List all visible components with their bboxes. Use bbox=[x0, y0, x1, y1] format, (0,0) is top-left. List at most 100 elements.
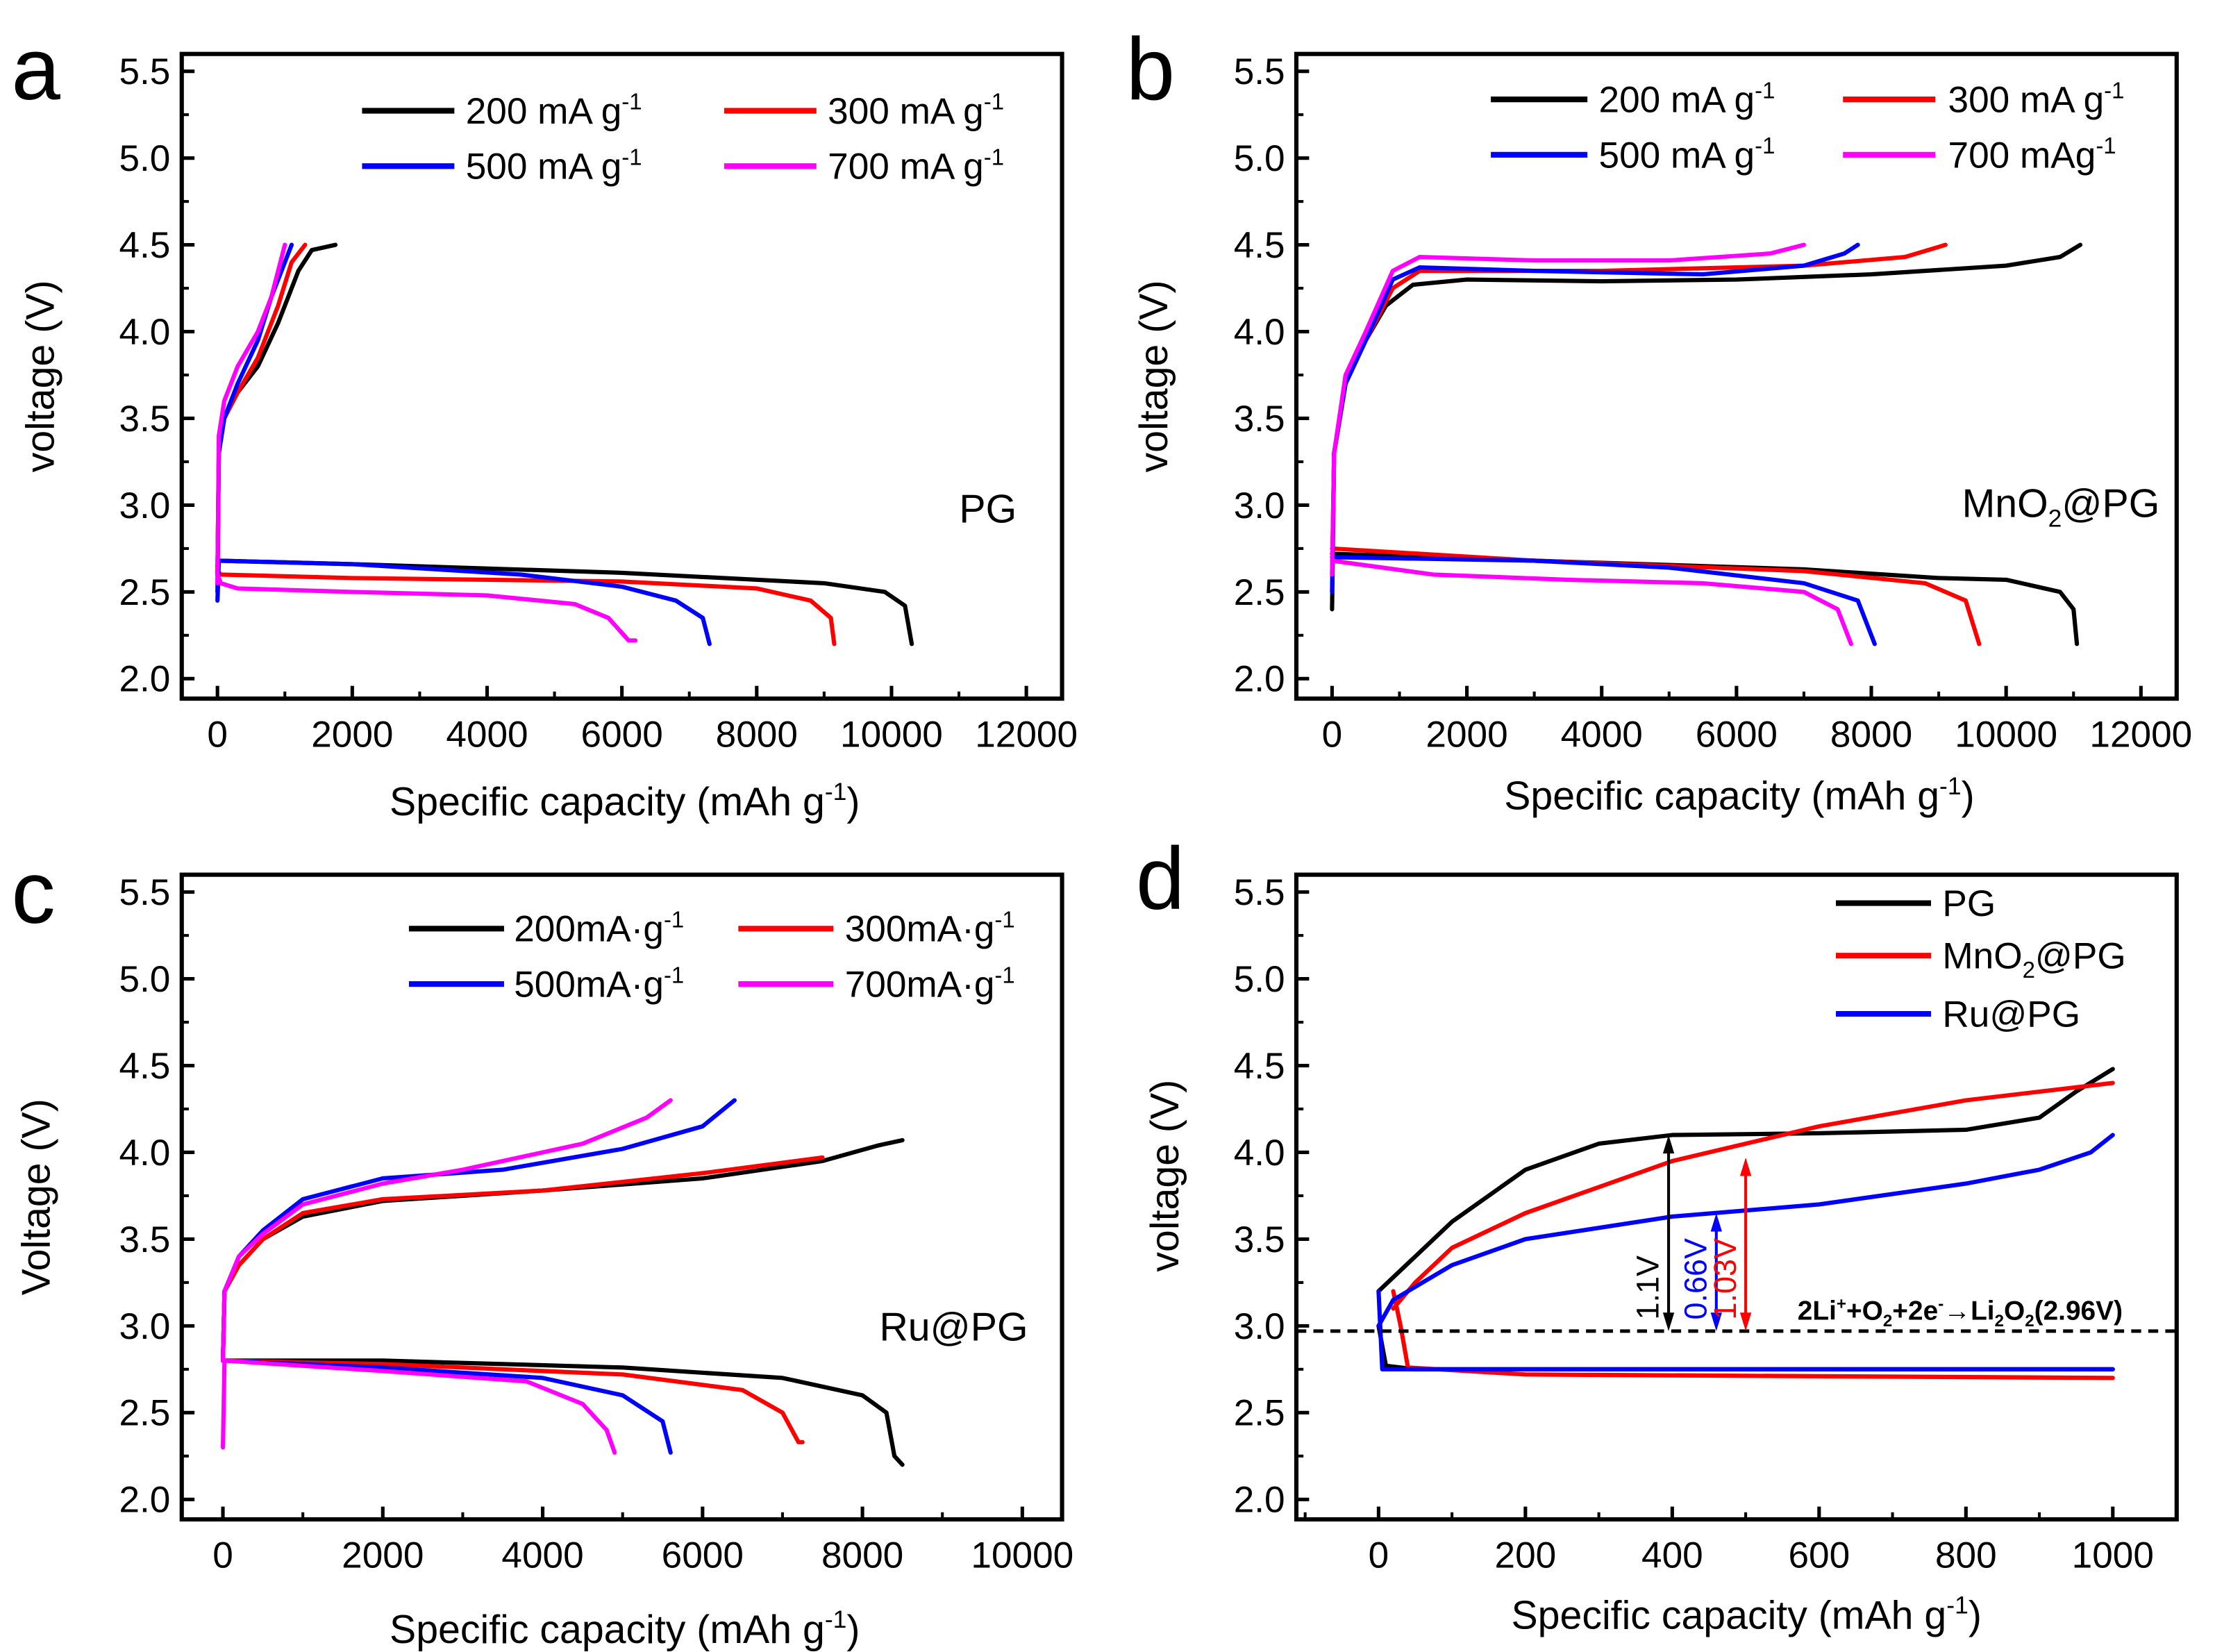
y-tick-label: 2.0 bbox=[119, 659, 170, 700]
y-tick-label: 4.5 bbox=[1234, 1046, 1285, 1087]
panel-c: c 2.0 2.5 3.0 3.5 4.0 4.5 5.0 5.5 0 2000 4000 6000 80… bbox=[11, 843, 1073, 1652]
y-tick-label: 5.5 bbox=[119, 872, 170, 913]
series-3-discharge-curve bbox=[220, 1358, 617, 1455]
y-axis-label: voltage (V) bbox=[19, 280, 63, 472]
arrow-up-icon bbox=[1710, 1212, 1722, 1232]
x-tick-label: 8000 bbox=[1830, 715, 1912, 756]
x-tick-label: 12000 bbox=[2089, 715, 2192, 756]
reaction-label-part: 2 bbox=[1995, 1312, 2004, 1330]
y-tick-label: 4.0 bbox=[119, 1133, 170, 1174]
y-tick-label: 4.0 bbox=[1234, 1133, 1285, 1174]
legend-entry-label-part: 500 mA g bbox=[1599, 135, 1755, 176]
reaction-label-part: +2e bbox=[1892, 1296, 1938, 1326]
panel-label: c bbox=[11, 843, 55, 942]
series-3-charge-curve bbox=[215, 242, 287, 585]
series-2-discharge-curve bbox=[220, 1358, 673, 1455]
reaction-label-part: 2 bbox=[1883, 1312, 1892, 1330]
panel-label: a bbox=[11, 19, 60, 118]
arrow-up-icon bbox=[1662, 1135, 1675, 1154]
legend-entry-label-part: -1 bbox=[1755, 77, 1775, 103]
y-tick-label: 3.5 bbox=[1234, 399, 1285, 440]
x-tick-label: 0 bbox=[212, 1535, 233, 1576]
x-axis-label: Specific capacity (mAh g-1) bbox=[390, 1605, 860, 1652]
reaction-label-part: - bbox=[1938, 1295, 1944, 1314]
x-tick-label: 12000 bbox=[975, 715, 1078, 756]
x-axis-label-part: Specific capacity (mAh g bbox=[390, 780, 825, 824]
y-tick-label: 5.5 bbox=[1234, 872, 1285, 913]
legend-entry-label-part: Ru@PG bbox=[1942, 994, 2080, 1035]
series-3-charge-curve bbox=[1330, 242, 1807, 577]
y-tick-label: 2.5 bbox=[1234, 1393, 1285, 1434]
legend-entry-label: MnO2@PG bbox=[1942, 936, 2125, 983]
x-tick-label: 8000 bbox=[716, 715, 798, 756]
legend-entry-label-part: 300 mA g bbox=[1948, 80, 2105, 121]
sample-label: PG bbox=[959, 487, 1017, 532]
legend-entry-label-part: -1 bbox=[664, 907, 684, 933]
reaction-label-part: 2 bbox=[2025, 1312, 2034, 1330]
arrow-down-icon bbox=[1739, 1312, 1752, 1331]
panel-label: d bbox=[1136, 829, 1185, 928]
y-tick-label: 5.5 bbox=[119, 51, 170, 92]
legend-entry-label-part: @PG bbox=[2035, 936, 2126, 977]
y-tick-label: 5.0 bbox=[119, 959, 170, 1000]
legend-entry-label-part: -1 bbox=[994, 907, 1014, 933]
legend-entry-label: PG bbox=[1942, 883, 1996, 924]
sample-label-part: @PG bbox=[2062, 481, 2159, 526]
series-3-discharge-curve bbox=[1330, 558, 1853, 646]
legend-entry-label-part: -1 bbox=[1755, 133, 1775, 158]
x-axis-label: Specific capacity (mAh g-1) bbox=[1511, 1592, 1981, 1638]
legend-entry-label: 700 mAg-1 bbox=[1948, 133, 2116, 176]
x-axis-label: Specific capacity (mAh g-1) bbox=[1504, 772, 1974, 819]
legend-entry-label-part: -1 bbox=[621, 89, 642, 115]
legend-entry-label-part: -1 bbox=[984, 89, 1004, 115]
series-1-charge-curve bbox=[215, 242, 308, 577]
legend-entry-label-part: 200 mA g bbox=[466, 91, 622, 132]
y-axis-label: voltage (V) bbox=[1143, 1080, 1187, 1272]
legend-entry-label-part: MnO bbox=[1942, 936, 2022, 977]
legend-entry-label-part: 300mA·g bbox=[845, 909, 995, 950]
x-tick-label: 4000 bbox=[1561, 715, 1643, 756]
x-tick-label: 0 bbox=[207, 715, 228, 756]
reaction-label-part: +O bbox=[1846, 1296, 1883, 1326]
x-axis-label-part: -1 bbox=[825, 778, 847, 806]
series-2-charge-curve bbox=[220, 1098, 737, 1363]
x-tick-label: 4000 bbox=[501, 1535, 583, 1576]
x-tick-label: 0 bbox=[1322, 715, 1343, 756]
x-axis-label-part: ) bbox=[846, 1608, 860, 1652]
x-tick-label: 800 bbox=[1935, 1535, 1997, 1576]
legend-entry-label: Ru@PG bbox=[1942, 994, 2080, 1035]
voltage-gap-label: 0.66V bbox=[1678, 1238, 1713, 1320]
voltage-gap-label: 1.03V bbox=[1707, 1238, 1743, 1320]
sample-label: MnO2@PG bbox=[1962, 481, 2160, 532]
y-tick-label: 2.5 bbox=[119, 1393, 170, 1434]
x-tick-label: 1000 bbox=[2072, 1535, 2154, 1576]
legend-entry-label-part: 700 mAg bbox=[1948, 135, 2096, 176]
voltage-gap-label: 1.1V bbox=[1630, 1255, 1666, 1320]
series-0-discharge-curve bbox=[220, 1358, 905, 1467]
y-tick-label: 4.0 bbox=[119, 312, 170, 353]
legend-entry-label-part: -1 bbox=[2096, 133, 2116, 158]
legend-entry-label-part: PG bbox=[1942, 883, 1996, 924]
legend-entry-label-part: -1 bbox=[664, 962, 684, 987]
panel-a: a 2.0 2.5 3.0 3.5 4.0 4.5 5.0 5.5 0 2000 4000 6000 80… bbox=[11, 19, 1078, 824]
series-2-discharge-curve bbox=[1330, 555, 1877, 646]
x-axis-label-part: -1 bbox=[1939, 772, 1962, 800]
legend-entry-label-part: -1 bbox=[984, 144, 1004, 169]
y-tick-label: 5.0 bbox=[1234, 138, 1285, 179]
legend-entry-label: 300 mA g-1 bbox=[828, 89, 1004, 132]
reaction-label: 2Li++O2+2e-→Li2O2(2.96V) bbox=[1798, 1295, 2123, 1330]
sample-label-part: MnO bbox=[1962, 481, 2048, 526]
x-tick-label: 2000 bbox=[311, 715, 393, 756]
y-tick-label: 3.0 bbox=[1234, 1306, 1285, 1347]
x-tick-label: 400 bbox=[1641, 1535, 1703, 1576]
legend-entry-label: 200mA·g-1 bbox=[514, 907, 684, 950]
x-tick-label: 6000 bbox=[581, 715, 663, 756]
y-tick-label: 3.5 bbox=[1234, 1219, 1285, 1260]
sample-label: Ru@PG bbox=[879, 1305, 1028, 1349]
y-tick-label: 3.5 bbox=[119, 1219, 170, 1260]
arrow-down-icon bbox=[1710, 1312, 1722, 1331]
reaction-label-part: (2.96V) bbox=[2034, 1296, 2123, 1326]
y-tick-label: 5.0 bbox=[119, 138, 170, 179]
